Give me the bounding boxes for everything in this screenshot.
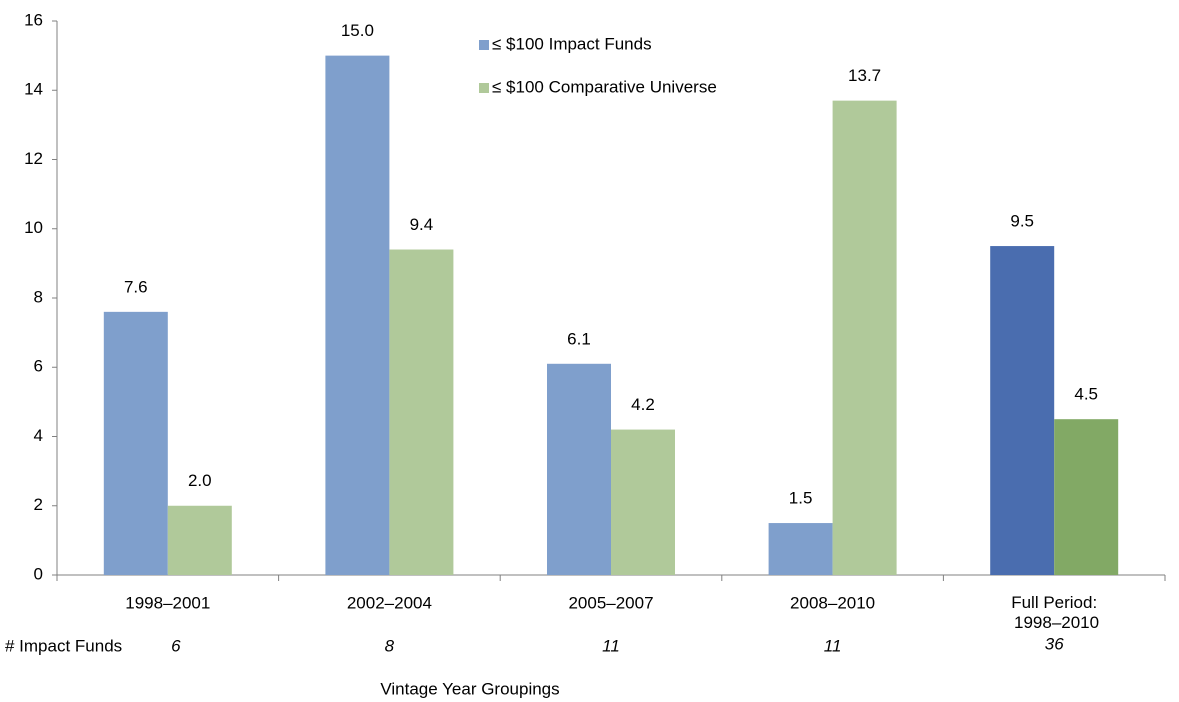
y-tick-label: 4 bbox=[34, 426, 43, 445]
bar bbox=[611, 429, 675, 575]
y-tick-label: 16 bbox=[24, 10, 43, 29]
y-tick-label: 14 bbox=[24, 80, 43, 99]
bar bbox=[325, 55, 390, 575]
legend-label: ≤ $100 Impact Funds bbox=[492, 34, 652, 53]
value-label: 1.5 bbox=[789, 489, 813, 508]
legend-swatch bbox=[479, 83, 489, 93]
x-axis-label: Vintage Year Groupings bbox=[380, 679, 559, 698]
value-label: 6.1 bbox=[567, 329, 591, 348]
count-label: # Impact Funds bbox=[5, 636, 122, 655]
bar bbox=[167, 505, 232, 575]
count: 36 bbox=[1045, 634, 1064, 653]
value-label: 9.4 bbox=[410, 215, 434, 234]
bar bbox=[768, 523, 833, 575]
value-label: 2.0 bbox=[188, 471, 212, 490]
x-tick-label: Full Period: 1998–2010 bbox=[1009, 593, 1099, 632]
bar bbox=[1054, 419, 1119, 575]
value-label: 13.7 bbox=[848, 66, 881, 85]
y-tick-label: 10 bbox=[24, 218, 43, 237]
legend-swatch bbox=[479, 40, 489, 50]
legend-label: ≤ $100 Comparative Universe bbox=[492, 77, 717, 96]
value-label: 4.5 bbox=[1074, 385, 1098, 404]
bar bbox=[832, 100, 897, 575]
value-label: 4.2 bbox=[631, 395, 655, 414]
count: 8 bbox=[385, 636, 395, 655]
count: 6 bbox=[171, 636, 181, 655]
y-tick-label: 8 bbox=[34, 287, 43, 306]
bar bbox=[103, 311, 168, 575]
value-label: 9.5 bbox=[1010, 212, 1034, 231]
bar bbox=[547, 363, 611, 575]
value-label: 7.6 bbox=[124, 277, 148, 296]
bar bbox=[389, 249, 454, 575]
y-tick-label: 2 bbox=[34, 495, 43, 514]
x-tick-label: 2005–2007 bbox=[568, 593, 653, 612]
y-tick-label: 6 bbox=[34, 357, 43, 376]
x-tick-label: 2008–2010 bbox=[790, 593, 875, 612]
x-tick-label: 2002–2004 bbox=[347, 593, 432, 612]
count: 11 bbox=[602, 636, 620, 655]
y-tick-label: 0 bbox=[34, 564, 43, 583]
value-label: 15.0 bbox=[341, 21, 374, 40]
y-tick-label: 12 bbox=[24, 149, 43, 168]
bar bbox=[990, 246, 1055, 575]
count: 11 bbox=[824, 636, 842, 655]
x-tick-label: 1998–2001 bbox=[125, 593, 210, 612]
